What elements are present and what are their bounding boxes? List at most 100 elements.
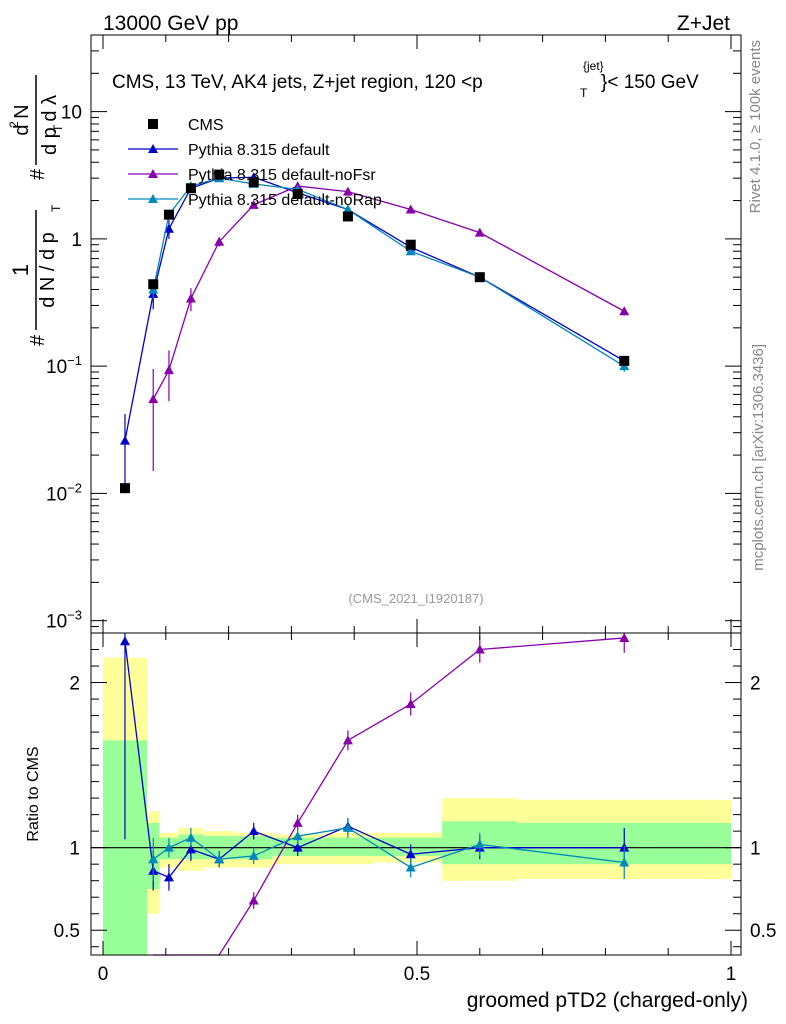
ratio-y-tick-label-right: 2 <box>750 674 761 695</box>
legend-marker <box>148 169 158 178</box>
ratio-point <box>119 636 130 646</box>
y-tick-label: 10 <box>61 103 82 124</box>
ratio-series <box>119 632 630 956</box>
x-tick-label: 0 <box>98 964 109 985</box>
y-tick-label: 1 <box>71 230 82 251</box>
x-tick-label: 0.5 <box>404 964 430 985</box>
ratio-y-tick-label: 1 <box>69 839 80 860</box>
series-point <box>163 365 174 375</box>
side-label-rivet: Rivet 4.1.0, ≥ 100k events <box>747 40 764 213</box>
svg-text:d N / d p: d N / d p <box>37 232 59 308</box>
x-axis-label: groomed pTD2 (charged-only) <box>467 989 748 1012</box>
svg-text:d N: d N <box>11 104 33 135</box>
side-label-mcplots: mcplots.cern.ch [arXiv:1306.3436] <box>750 344 767 571</box>
ratio-y-tick-label: 2 <box>69 674 80 695</box>
ratio-point <box>292 831 303 841</box>
ratio-point <box>405 699 416 709</box>
ratio-point <box>248 850 259 860</box>
ratio-bands <box>103 657 731 955</box>
svg-text:1: 1 <box>8 264 33 276</box>
legend-label: Pythia 8.315 default <box>188 142 330 159</box>
data-point <box>248 176 259 187</box>
ratio-point <box>619 632 630 642</box>
main-series <box>119 172 630 494</box>
ratio-point <box>405 849 416 859</box>
legend-label: CMS <box>188 117 224 134</box>
series-point <box>405 204 416 214</box>
y-tick-label: 10−2 <box>46 480 82 505</box>
series-line <box>124 176 625 441</box>
series-point <box>185 293 196 303</box>
y-axis-label-ratio: Ratio to CMS <box>25 746 42 841</box>
ratio-line <box>152 827 625 869</box>
ratio-y-tick-label: 0.5 <box>54 921 80 942</box>
data-point <box>292 189 303 200</box>
series-point <box>119 435 130 445</box>
series-point <box>248 199 259 209</box>
chart-title: CMS, 13 TeV, AK4 jets, Z+jet region, 120… <box>112 59 699 100</box>
y-tick-label: 10−1 <box>46 353 82 378</box>
legend-marker <box>148 144 158 153</box>
data-point <box>163 209 174 220</box>
svg-text:T: T <box>49 204 63 212</box>
data-point <box>342 211 353 222</box>
legend: CMS Pythia 8.315 default Pythia 8.315 defa… <box>128 117 382 209</box>
data-point <box>405 239 416 250</box>
data-point <box>214 169 225 180</box>
ratio-plot-frame <box>90 632 742 956</box>
legend-label: Pythia 8.315 default-noRap <box>188 192 382 209</box>
header-right: Z+Jet <box>677 12 730 35</box>
stat-uncertainty-band <box>373 837 443 856</box>
header-left: 13000 GeV pp <box>103 12 238 35</box>
chart-title-prefix: CMS, 13 TeV, AK4 jets, Z+jet region, 120… <box>112 72 483 93</box>
data-point <box>185 183 196 194</box>
ratio-point <box>619 857 630 867</box>
analysis-id: (CMS_2021_I1920187) <box>348 591 483 606</box>
data-point <box>119 483 130 494</box>
svg-text:T: T <box>51 124 65 132</box>
ratio-point <box>163 842 174 852</box>
ratio-point <box>342 735 353 745</box>
x-tick-label: 1 <box>726 964 737 985</box>
chart-title-sub: T <box>580 86 588 100</box>
ratio-point <box>148 854 159 864</box>
ratio-y-tick-label-right: 0.5 <box>750 921 776 942</box>
ratio-y-tick-label-right: 1 <box>750 839 761 860</box>
data-point <box>148 279 159 290</box>
series-line <box>152 185 625 400</box>
ratio-point <box>342 822 353 832</box>
ratio-point <box>292 817 303 827</box>
data-point <box>474 272 485 283</box>
legend-marker <box>148 119 158 129</box>
ratio-point <box>474 839 485 849</box>
legend-marker <box>148 194 158 203</box>
axes: 0 0.5 1 10−3 10−2 10−1 1 10 0.5 0.5 1 1 2 2 <box>46 34 776 985</box>
series-point <box>619 306 630 316</box>
legend-label: Pythia 8.315 default-noFsr <box>188 167 376 184</box>
ratio-point <box>185 844 196 854</box>
y-tick-label: 10−3 <box>46 608 82 633</box>
series-point <box>342 204 353 214</box>
svg-text:d p d λ: d p d λ <box>39 95 61 155</box>
stat-uncertainty-band <box>322 837 374 856</box>
ratio-line <box>153 637 625 956</box>
chart-title-sup: {jet} <box>583 59 604 73</box>
ratio-point <box>185 832 196 842</box>
svg-text:#: # <box>27 168 49 180</box>
series-line <box>152 177 625 367</box>
svg-text:2: 2 <box>7 121 21 128</box>
series-point <box>405 246 416 256</box>
ratio-point <box>248 895 259 905</box>
main-data-points <box>119 169 630 494</box>
chart-title-suffix: }< 150 GeV <box>601 72 699 93</box>
series-point <box>148 394 159 404</box>
ratio-point <box>292 842 303 852</box>
ratio-point <box>163 872 174 882</box>
series-point <box>214 236 225 246</box>
ratio-point <box>248 826 259 836</box>
ratio-point <box>214 854 225 864</box>
svg-text:#: # <box>27 334 49 346</box>
ratio-point <box>405 862 416 872</box>
series-point <box>474 227 485 237</box>
